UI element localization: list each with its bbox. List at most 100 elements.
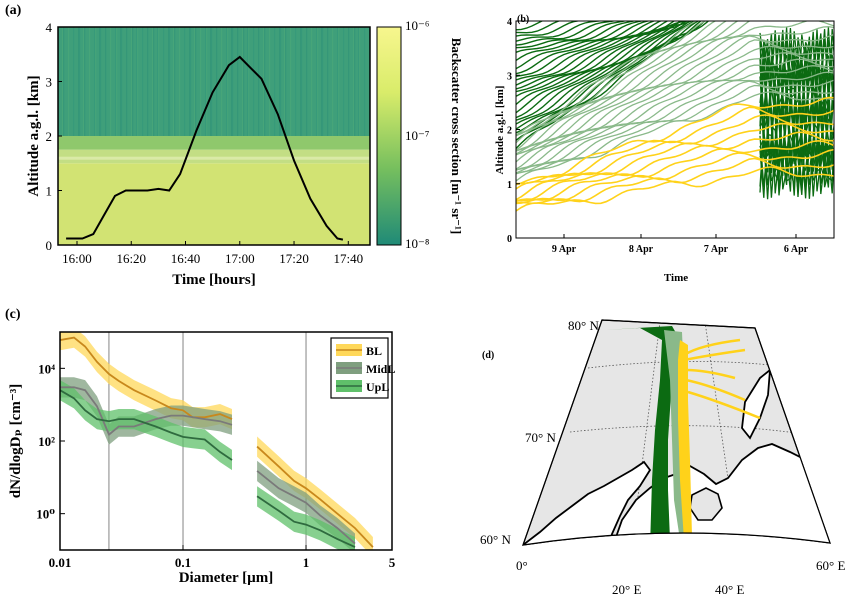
y-tick-label: 3	[46, 75, 53, 90]
heatmap-streak	[195, 27, 197, 136]
trajectory-line-bl	[516, 131, 834, 202]
heatmap-streak	[79, 27, 81, 136]
panel-a-ylabel: Altitude a.g.l. [km]	[26, 75, 42, 196]
heatmap-streak	[316, 27, 318, 136]
y-tick-label: 1	[46, 184, 53, 199]
trajectory-lines	[516, 21, 834, 212]
trajectory-line-bl	[516, 157, 834, 205]
trajectory-line-midl	[516, 21, 834, 152]
heatmap-streak	[84, 27, 86, 136]
y-tick-label: 4	[507, 17, 512, 28]
heatmap-streak	[348, 27, 350, 136]
heatmap-streak	[132, 27, 134, 136]
colorbar	[376, 26, 402, 246]
panel-c-label: (c)	[5, 307, 21, 322]
heatmap-streak	[73, 27, 75, 136]
panel-b-xlabel: Time	[664, 272, 688, 284]
heatmap-streak	[157, 27, 159, 136]
trajectory-line-upl	[516, 21, 702, 137]
heatmap-streak	[242, 27, 244, 136]
heatmap-streak	[83, 27, 85, 136]
heatmap-band	[58, 156, 370, 160]
trajectory-line-upl	[516, 21, 682, 90]
heatmap-streak	[94, 27, 96, 136]
map-trajectories-upl	[604, 326, 680, 545]
heatmap-streak	[169, 27, 171, 136]
x-tick-label: 16:00	[62, 251, 92, 266]
heatmap-streak	[184, 27, 186, 136]
band-bl	[60, 332, 232, 430]
heatmap-streak	[221, 27, 223, 136]
heatmap-streak	[105, 27, 107, 136]
heatmap-streak	[116, 27, 118, 136]
panel-c-x-ticks: 0.01 0.1 1 5	[49, 545, 396, 570]
trajectory-line-upl	[516, 21, 663, 77]
trajectory-line-midl	[516, 26, 834, 155]
heatmap-streak	[248, 27, 250, 136]
heatmap-streak	[280, 27, 282, 136]
heatmap-streak	[168, 27, 170, 136]
trajectory-line-bl	[516, 122, 834, 201]
trajectory-line-upl	[759, 33, 834, 197]
map-graticule	[569, 425, 811, 436]
heatmap-streak	[174, 27, 176, 136]
x-tick-label: 5	[389, 555, 396, 570]
heatmap-streak	[158, 27, 160, 136]
map-trajectories-bl	[678, 340, 692, 540]
x-tick-label: 17:20	[279, 251, 309, 266]
y-tick-label: 2	[507, 126, 512, 137]
panel-a-y-ticks: 0 1 2 3 4	[46, 20, 62, 253]
trajectory-line-upl	[516, 21, 696, 125]
colorbar-tick: 10⁻⁶	[405, 18, 429, 33]
panel-d-label: (d)	[482, 350, 494, 361]
trajectory-line-bl	[516, 106, 834, 185]
heatmap-streak	[211, 27, 213, 136]
trajectory-line-midl	[516, 71, 834, 174]
heatmap-streak	[279, 27, 281, 136]
panel-a-x-ticks: 16:00 16:20 16:40 17:00 17:20 17:40	[62, 241, 363, 266]
trajectory-line-upl	[516, 21, 617, 46]
map-lon-label: 40° E	[715, 582, 744, 597]
legend-label-midl: MidL	[366, 362, 395, 376]
panel-b-ylabel: Altitude a.g.l. [km]	[494, 86, 506, 175]
heatmap-streak	[194, 27, 196, 136]
trajectory-line-upl	[516, 21, 700, 134]
heatmap-streak	[147, 27, 149, 136]
heatmap-streak	[284, 27, 286, 136]
heatmap-streak	[264, 27, 266, 136]
heatmap-streak	[253, 27, 255, 136]
x-tick-label: 0.01	[49, 555, 72, 570]
heatmap-streak	[163, 27, 165, 136]
heatmap-streak	[321, 27, 323, 136]
heatmap-streak	[216, 27, 218, 136]
heatmap-streak	[247, 27, 249, 136]
trajectory-line-upl	[516, 21, 688, 93]
heatmap-streak	[353, 27, 355, 136]
map-trajectories-bl-branch	[683, 338, 761, 420]
x-tick-label: 17:00	[225, 251, 255, 266]
heatmap-streak	[285, 27, 287, 136]
heatmap-streak	[243, 27, 245, 136]
trajectory-line-midl	[516, 58, 834, 171]
series-line-upl	[60, 389, 233, 461]
heatmap-streak	[337, 27, 339, 136]
trajectory-line-midl	[516, 21, 739, 151]
heatmap-streak	[136, 27, 138, 136]
heatmap-streak	[306, 27, 308, 136]
trajectory-line-upl	[516, 21, 687, 119]
heatmap-streak	[137, 27, 139, 136]
y-tick-label: 10²	[38, 434, 55, 449]
band-upl	[257, 486, 355, 550]
heatmap-streak	[227, 27, 229, 136]
y-tick-label: 0	[46, 238, 53, 253]
heatmap-layer	[58, 163, 370, 245]
heatmap-streak	[131, 27, 133, 136]
x-tick-label: 6 Apr	[784, 244, 809, 255]
heatmap-layer	[58, 149, 370, 164]
heatmap-streak	[152, 27, 154, 136]
panel-c-legend: BL MidL UpL	[330, 337, 395, 399]
trajectory-line-midl	[516, 21, 834, 152]
y-tick-label: 1	[507, 180, 512, 191]
panel-c-xlabel: Diameter [µm]	[179, 570, 274, 586]
map-lon-label: 0°	[516, 558, 528, 573]
